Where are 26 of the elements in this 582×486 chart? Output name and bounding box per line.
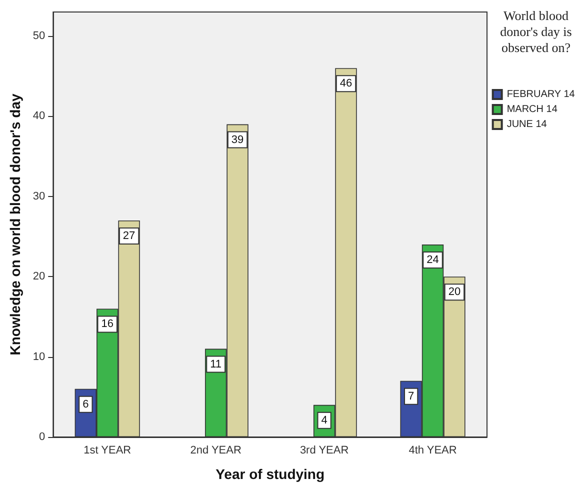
- legend-title: World blood donor's day is observed on?: [499, 8, 573, 56]
- x-axis-title: Year of studying: [216, 466, 325, 482]
- data-label: 16: [101, 318, 114, 330]
- data-label: 11: [210, 358, 222, 370]
- data-label: 46: [340, 78, 352, 90]
- x-tick-label: 3rd YEAR: [300, 444, 349, 456]
- data-label: 20: [448, 286, 461, 298]
- y-tick-label: 0: [39, 431, 46, 443]
- x-tick-label: 1st YEAR: [84, 444, 132, 456]
- y-tick-label: 30: [32, 190, 46, 202]
- legend-label: FEBRUARY 14: [506, 89, 576, 100]
- data-label: 7: [408, 390, 414, 402]
- data-label: 24: [426, 254, 439, 266]
- y-tick-label: 10: [32, 350, 46, 363]
- x-tick-label: 4th YEAR: [408, 444, 457, 456]
- y-tick-label: 40: [32, 110, 46, 122]
- y-tick-label: 50: [32, 30, 46, 42]
- data-label: 39: [231, 134, 244, 146]
- legend-label: MARCH 14: [506, 104, 558, 115]
- data-label: 27: [122, 230, 136, 242]
- data-label: 6: [82, 398, 89, 410]
- y-axis-title: Knowledge on world blood donor's day: [7, 94, 23, 356]
- data-label: 4: [321, 414, 328, 426]
- y-tick-label: 20: [32, 270, 46, 283]
- x-tick-label: 2nd YEAR: [190, 444, 242, 456]
- legend-label: JUNE 14: [506, 119, 548, 130]
